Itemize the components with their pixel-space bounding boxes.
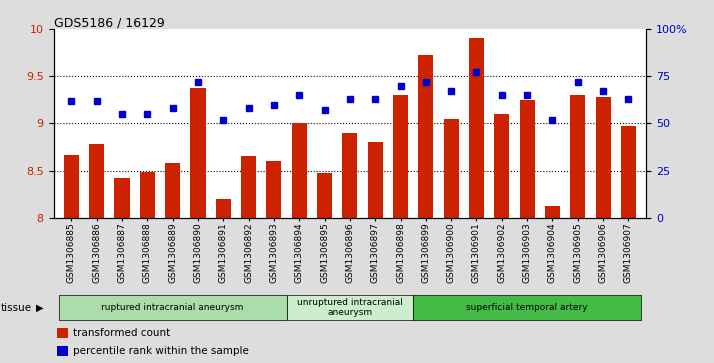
Bar xyxy=(216,199,231,218)
Text: superficial temporal artery: superficial temporal artery xyxy=(466,303,588,312)
Bar xyxy=(418,56,433,218)
Bar xyxy=(64,155,79,218)
Bar xyxy=(266,161,281,218)
Text: GDS5186 / 16129: GDS5186 / 16129 xyxy=(54,16,164,29)
Bar xyxy=(545,205,560,218)
Text: unruptured intracranial
aneurysm: unruptured intracranial aneurysm xyxy=(297,298,403,317)
Text: transformed count: transformed count xyxy=(73,328,171,338)
Bar xyxy=(57,328,68,338)
Bar xyxy=(140,172,155,218)
Text: percentile rank within the sample: percentile rank within the sample xyxy=(73,346,249,356)
Bar xyxy=(621,126,636,218)
Bar xyxy=(291,123,307,218)
Bar xyxy=(57,346,68,356)
Bar xyxy=(317,174,332,218)
Text: tissue: tissue xyxy=(1,303,32,313)
Text: ruptured intracranial aneurysm: ruptured intracranial aneurysm xyxy=(101,303,243,312)
Bar xyxy=(393,95,408,218)
Text: ▶: ▶ xyxy=(36,303,44,313)
Bar xyxy=(570,95,585,218)
Bar xyxy=(413,295,641,320)
Bar xyxy=(286,295,413,320)
Bar xyxy=(191,87,206,218)
Bar xyxy=(89,144,104,218)
Bar xyxy=(114,178,129,218)
Bar xyxy=(59,295,286,320)
Bar xyxy=(494,114,509,218)
Bar xyxy=(241,156,256,218)
Bar xyxy=(165,163,180,218)
Bar xyxy=(443,119,459,218)
Bar xyxy=(342,133,358,218)
Bar xyxy=(520,100,535,218)
Bar xyxy=(595,97,610,218)
Bar xyxy=(469,38,484,218)
Bar xyxy=(368,142,383,218)
